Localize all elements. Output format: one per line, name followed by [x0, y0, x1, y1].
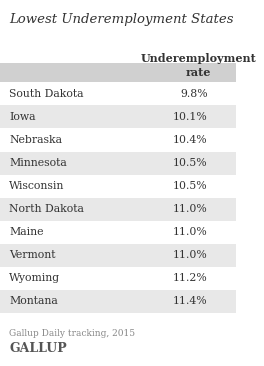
FancyBboxPatch shape: [0, 244, 236, 267]
Text: 10.1%: 10.1%: [173, 112, 208, 122]
Text: Vermont: Vermont: [10, 250, 56, 260]
FancyBboxPatch shape: [0, 152, 236, 175]
Text: Iowa: Iowa: [10, 112, 36, 122]
FancyBboxPatch shape: [0, 175, 236, 198]
Text: Lowest Underemployment States: Lowest Underemployment States: [10, 13, 234, 26]
Text: Maine: Maine: [10, 227, 44, 237]
Text: 11.0%: 11.0%: [173, 227, 208, 237]
FancyBboxPatch shape: [0, 128, 236, 152]
Text: 11.0%: 11.0%: [173, 250, 208, 260]
Text: 11.4%: 11.4%: [173, 296, 208, 306]
FancyBboxPatch shape: [0, 221, 236, 244]
FancyBboxPatch shape: [0, 63, 236, 82]
Text: 10.5%: 10.5%: [173, 181, 208, 191]
Text: 11.2%: 11.2%: [173, 273, 208, 283]
Text: Montana: Montana: [10, 296, 58, 306]
FancyBboxPatch shape: [0, 105, 236, 128]
Text: 10.5%: 10.5%: [173, 158, 208, 168]
FancyBboxPatch shape: [0, 82, 236, 105]
Text: GALLUP: GALLUP: [10, 342, 67, 355]
FancyBboxPatch shape: [0, 198, 236, 221]
Text: Underemployment
rate: Underemployment rate: [140, 53, 256, 78]
FancyBboxPatch shape: [0, 290, 236, 313]
Text: Wyoming: Wyoming: [10, 273, 60, 283]
Text: South Dakota: South Dakota: [10, 89, 84, 99]
FancyBboxPatch shape: [0, 267, 236, 290]
Text: Minnesota: Minnesota: [10, 158, 67, 168]
Text: Gallup Daily tracking, 2015: Gallup Daily tracking, 2015: [10, 329, 135, 339]
Text: Wisconsin: Wisconsin: [10, 181, 65, 191]
Text: 9.8%: 9.8%: [180, 89, 208, 99]
Text: 10.4%: 10.4%: [173, 135, 208, 145]
Text: Nebraska: Nebraska: [10, 135, 63, 145]
Text: 11.0%: 11.0%: [173, 204, 208, 214]
Text: North Dakota: North Dakota: [10, 204, 84, 214]
